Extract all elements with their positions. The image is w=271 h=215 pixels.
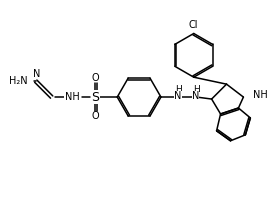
Text: H: H	[193, 85, 200, 94]
Text: NH: NH	[65, 92, 80, 102]
Text: N: N	[174, 91, 182, 101]
Text: N: N	[33, 69, 40, 79]
Text: Cl: Cl	[189, 20, 198, 29]
Text: O: O	[92, 73, 99, 83]
Text: H₂N: H₂N	[9, 76, 27, 86]
Text: O: O	[92, 111, 99, 121]
Text: N: N	[192, 91, 199, 101]
Text: NH: NH	[253, 90, 268, 100]
Text: H: H	[175, 85, 182, 94]
Text: S: S	[91, 91, 99, 104]
